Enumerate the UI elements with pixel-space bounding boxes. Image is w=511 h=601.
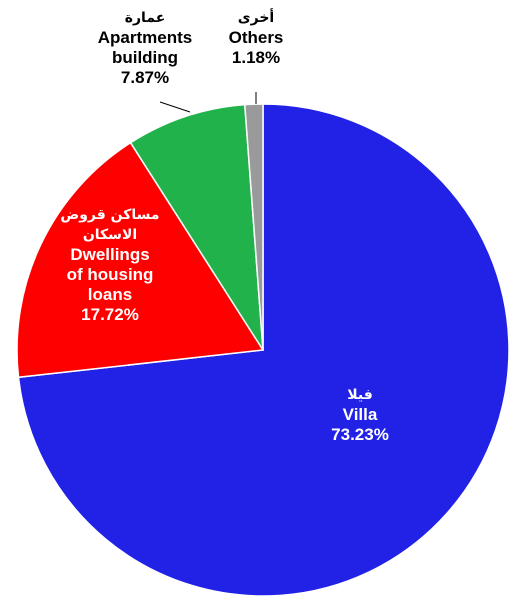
pie-slice [16, 141, 265, 379]
value-label: 73.23% [331, 425, 389, 444]
value-label: 7.87% [120, 68, 170, 87]
value-label: 1.18% [231, 48, 281, 67]
slice-label: فيلا Villa 73.23% [300, 385, 420, 445]
category-label: Others [228, 28, 284, 47]
pie-slice [243, 103, 264, 351]
category-label: Dwellings of housing loans [66, 245, 154, 304]
slice-label: عمارة Apartments building 7.87% [88, 8, 203, 88]
slice-label: أخرى Others 1.18% [216, 8, 296, 68]
arabic-label: مساكن قروض الاسكان [60, 207, 160, 243]
pie-slice [129, 103, 264, 351]
arabic-label: أخرى [237, 10, 275, 26]
slice-label: مساكن قروض الاسكان Dwellings of housing l… [60, 205, 160, 325]
leader-line [159, 101, 191, 113]
category-label: Villa [342, 405, 378, 424]
category-label: Apartments building [97, 28, 193, 67]
value-label: 17.72% [81, 305, 139, 324]
arabic-label: عمارة [124, 10, 166, 26]
arabic-label: فيلا [347, 387, 373, 403]
